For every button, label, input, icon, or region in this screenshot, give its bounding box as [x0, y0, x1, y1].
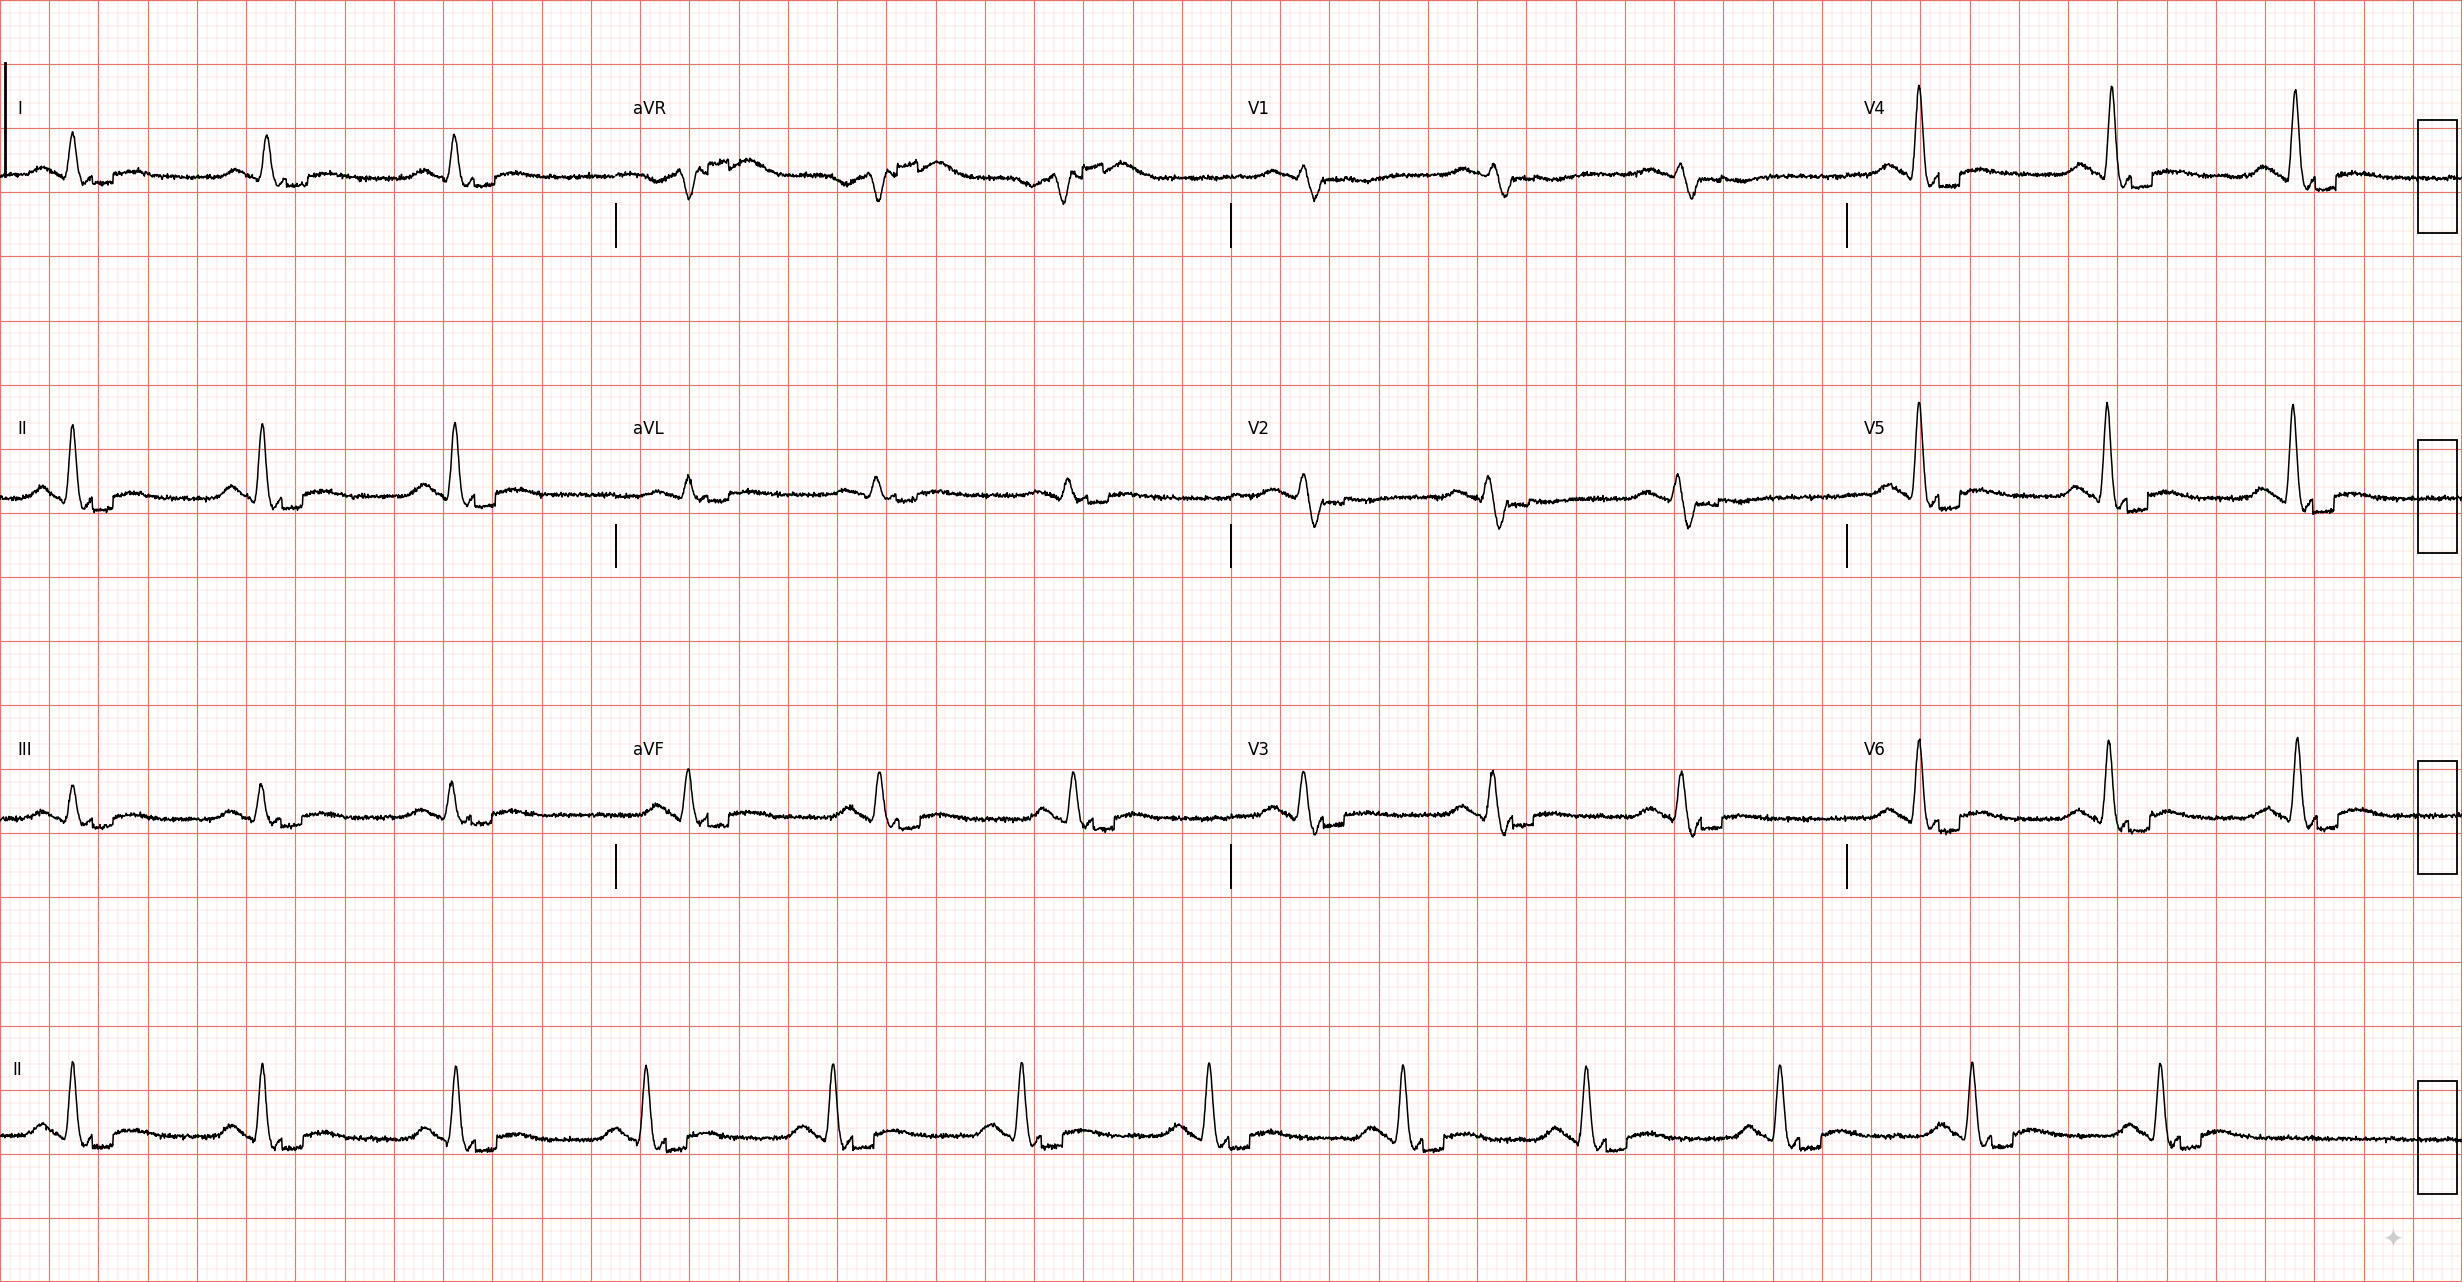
Text: II: II [12, 1061, 22, 1079]
Bar [2418, 1081, 2457, 1195]
Text: aVL: aVL [633, 420, 662, 438]
Bar [2418, 440, 2457, 554]
Text: V5: V5 [1864, 420, 1886, 438]
Text: ✦: ✦ [2383, 1228, 2403, 1253]
Text: aVF: aVF [633, 741, 665, 759]
Bar [2418, 119, 2457, 233]
Text: III: III [17, 741, 32, 759]
Text: II: II [17, 420, 27, 438]
Text: V6: V6 [1864, 741, 1886, 759]
Text: V2: V2 [1248, 420, 1270, 438]
Text: V1: V1 [1248, 100, 1270, 118]
Text: aVR: aVR [633, 100, 665, 118]
Text: I: I [17, 100, 22, 118]
Bar [2418, 760, 2457, 874]
Text: V4: V4 [1864, 100, 1886, 118]
Text: V3: V3 [1248, 741, 1270, 759]
